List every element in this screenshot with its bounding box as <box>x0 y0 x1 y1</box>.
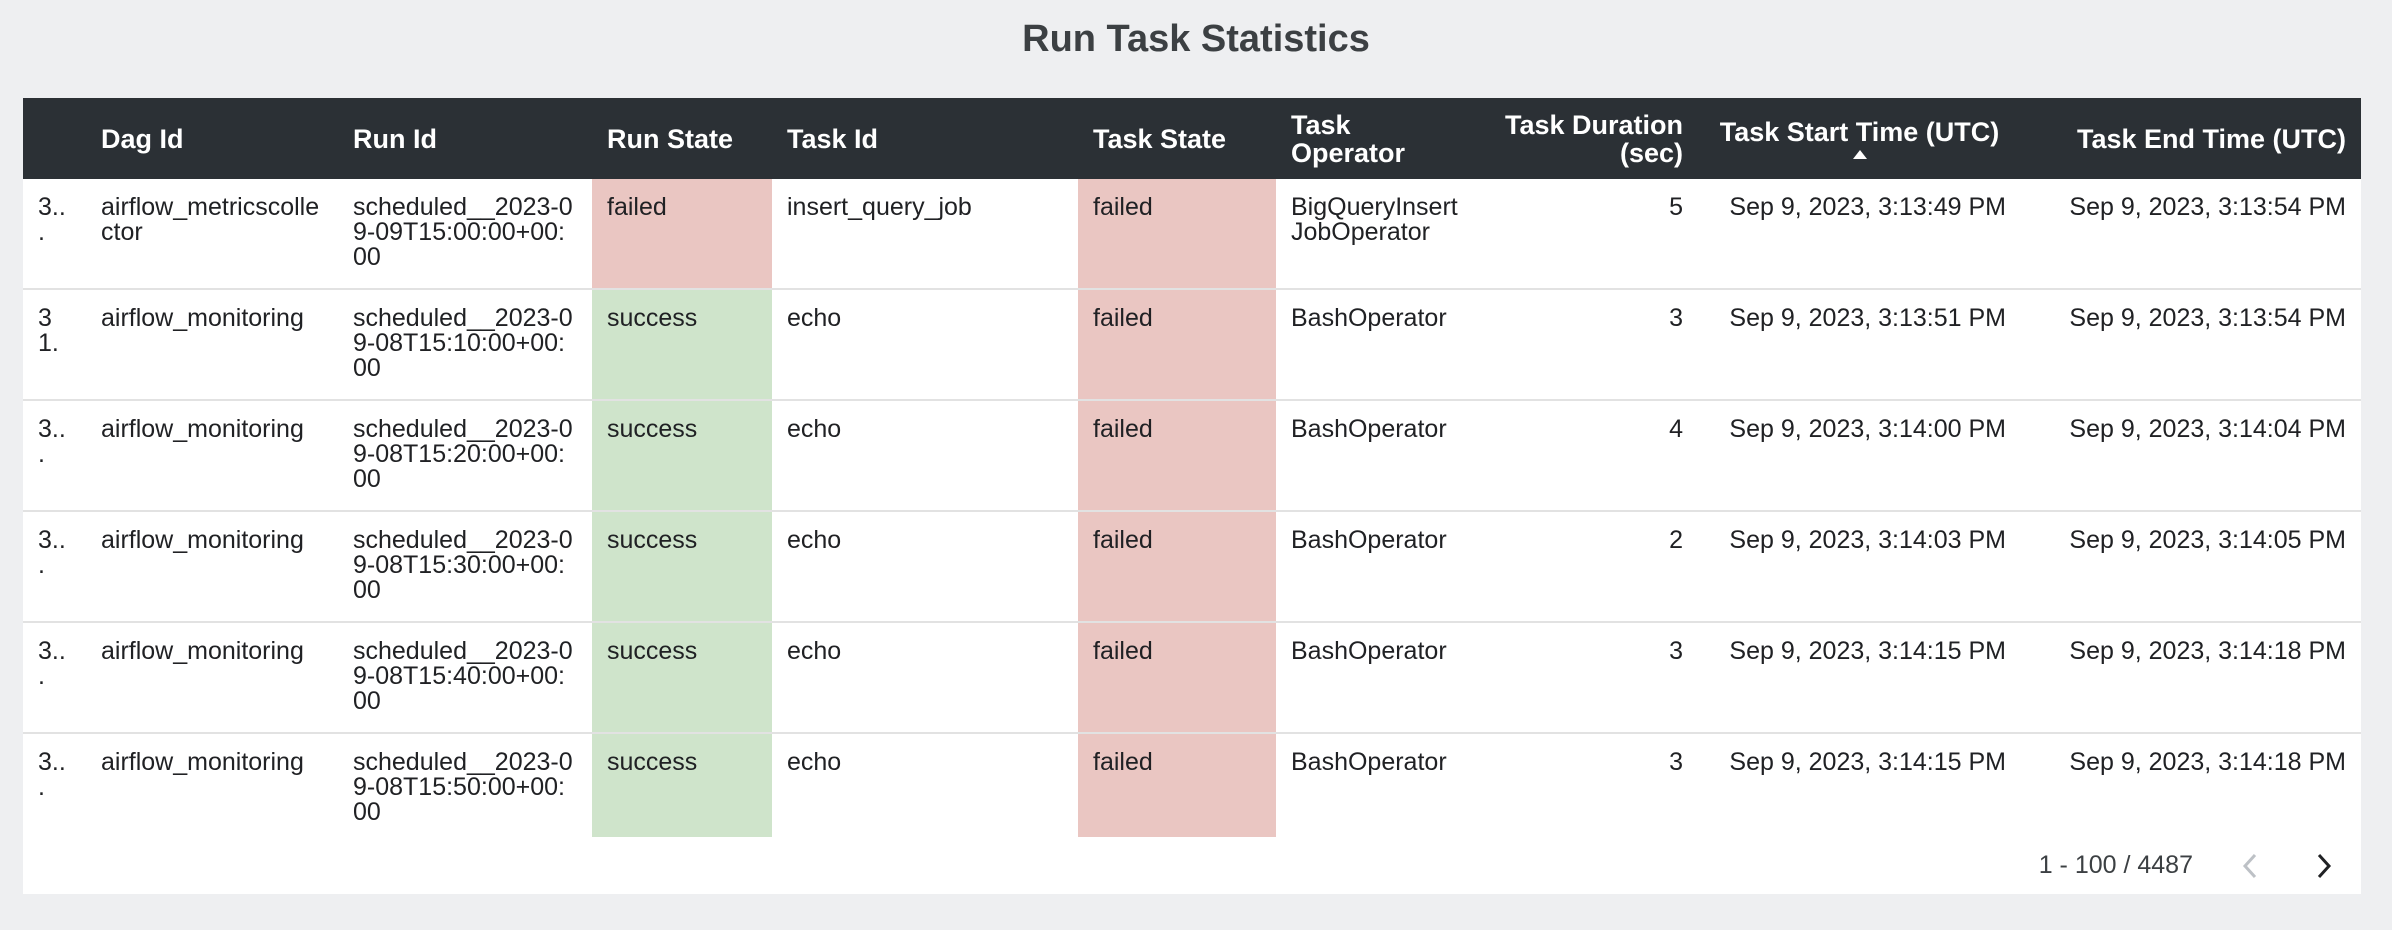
table-cell: Sep 9, 2023, 3:14:00 PM <box>1698 400 2021 512</box>
table-cell: Sep 9, 2023, 3:14:03 PM <box>1698 511 2021 623</box>
column-label: Run Id <box>353 123 437 154</box>
table-cell: echo <box>772 400 1078 512</box>
table-row: 3... airflow_monitoring scheduled__2023-09… <box>23 733 2361 837</box>
table-cell: Sep 9, 2023, 3:14:18 PM <box>2021 622 2361 734</box>
column-label: Task Duration (sec) <box>1504 109 1683 168</box>
table-cell: success <box>592 289 772 401</box>
table-cell: 3... <box>23 179 86 290</box>
table-cell: success <box>592 622 772 734</box>
table-cell: scheduled__2023-09-08T15:40:00+00:00 <box>338 622 592 734</box>
table-cell: failed <box>1078 733 1276 837</box>
table-cell: 3... <box>23 622 86 734</box>
column-label: Run State <box>607 123 734 154</box>
column-header[interactable]: Run State <box>592 98 772 179</box>
table-cell: success <box>592 511 772 623</box>
table-cell: 2 <box>1482 511 1698 623</box>
column-header[interactable]: Task Id <box>772 98 1078 179</box>
table-cell: Sep 9, 2023, 3:14:15 PM <box>1698 733 2021 837</box>
table-cell: failed <box>592 179 772 290</box>
table-scroll: Dag Id Run Id Run State Task Id Task State Ta… <box>23 98 2361 837</box>
table-cell: Sep 9, 2023, 3:13:54 PM <box>2021 179 2361 290</box>
table-cell: 4 <box>1482 400 1698 512</box>
column-header[interactable]: Run Id <box>338 98 592 179</box>
table-cell: 3... <box>23 511 86 623</box>
table-cell: Sep 9, 2023, 3:13:49 PM <box>1698 179 2021 290</box>
table-cell: insert_query_job <box>772 179 1078 290</box>
table-cell: airflow_monitoring <box>86 733 338 837</box>
column-header[interactable]: Task State <box>1078 98 1276 179</box>
table-cell: scheduled__2023-09-09T15:00:00+00:00 <box>338 179 592 290</box>
table-body: 3... airflow_metricscollector scheduled__2… <box>23 179 2361 837</box>
table-cell: scheduled__2023-09-08T15:10:00+00:00 <box>338 289 592 401</box>
table-cell: echo <box>772 289 1078 401</box>
table-cell: 3 <box>1482 289 1698 401</box>
table-cell: airflow_monitoring <box>86 511 338 623</box>
table-cell: echo <box>772 622 1078 734</box>
table-cell: 3 <box>1482 622 1698 734</box>
table-cell: airflow_monitoring <box>86 400 338 512</box>
table-cell: 3... <box>23 733 86 837</box>
table-cell: 3... <box>23 400 86 512</box>
table-cell: echo <box>772 733 1078 837</box>
column-header[interactable]: Task End Time (UTC) <box>2021 98 2361 179</box>
table-cell: 3 <box>1482 733 1698 837</box>
table-cell: BashOperator <box>1276 289 1482 401</box>
prev-page[interactable] <box>2213 837 2287 894</box>
column-header[interactable]: Task Duration (sec) <box>1482 98 1698 179</box>
pagination: 1 - 100 / 4487 <box>2039 837 2361 894</box>
table-cell: scheduled__2023-09-08T15:20:00+00:00 <box>338 400 592 512</box>
table-cell: Sep 9, 2023, 3:13:54 PM <box>2021 289 2361 401</box>
table-cell: airflow_metricscollector <box>86 179 338 290</box>
table-cell: failed <box>1078 622 1276 734</box>
stats-table: Dag Id Run Id Run State Task Id Task State Ta… <box>23 98 2361 837</box>
table-row: 31. airflow_monitoring scheduled__2023-09-… <box>23 289 2361 401</box>
column-label: Task Start Time (UTC) <box>1719 117 2000 147</box>
column-header[interactable] <box>23 98 86 179</box>
page-range: 1 - 100 / 4487 <box>2038 851 2193 879</box>
column-label: Dag Id <box>101 123 184 154</box>
table-cell: failed <box>1078 511 1276 623</box>
prev-icon <box>2242 853 2257 878</box>
column-header[interactable]: Task Start Time (UTC) <box>1698 98 2021 179</box>
table-row: 3... airflow_metricscollector scheduled__2… <box>23 179 2361 290</box>
table-cell: BashOperator <box>1276 733 1482 837</box>
column-label: Task Id <box>787 123 879 154</box>
table-cell: Sep 9, 2023, 3:14:15 PM <box>1698 622 2021 734</box>
table-card: Dag Id Run Id Run State Task Id Task State Ta… <box>23 98 2361 894</box>
table-cell: success <box>592 400 772 512</box>
next-page[interactable] <box>2287 837 2361 894</box>
next-icon <box>2317 853 2332 878</box>
column-label: Task State <box>1093 123 1227 154</box>
column-label: Task Operator <box>1291 109 1406 168</box>
table-row: 3... airflow_monitoring scheduled__2023-09… <box>23 622 2361 734</box>
title: Run Task Statistics <box>1022 18 1370 60</box>
table-cell: failed <box>1078 400 1276 512</box>
table-cell: BashOperator <box>1276 400 1482 512</box>
table-cell: scheduled__2023-09-08T15:30:00+00:00 <box>338 511 592 623</box>
header-row: Dag Id Run Id Run State Task Id Task State Ta… <box>23 98 2361 179</box>
table-cell: Sep 9, 2023, 3:14:05 PM <box>2021 511 2361 623</box>
table-cell: Sep 9, 2023, 3:13:51 PM <box>1698 289 2021 401</box>
column-label: Task End Time (UTC) <box>2076 123 2346 154</box>
table-cell: echo <box>772 511 1078 623</box>
table-row: 3... airflow_monitoring scheduled__2023-09… <box>23 511 2361 623</box>
sort-arrow <box>1852 150 1867 159</box>
column-header[interactable]: Dag Id <box>86 98 338 179</box>
table-cell: 31. <box>23 289 86 401</box>
table-cell: failed <box>1078 179 1276 290</box>
table-cell: success <box>592 733 772 837</box>
table-cell: BigQueryInsertJobOperator <box>1276 179 1482 290</box>
table-cell: airflow_monitoring <box>86 289 338 401</box>
table-cell: airflow_monitoring <box>86 622 338 734</box>
table-cell: BashOperator <box>1276 622 1482 734</box>
table-cell: failed <box>1078 289 1276 401</box>
table-cell: scheduled__2023-09-08T15:50:00+00:00 <box>338 733 592 837</box>
column-header[interactable]: Task Operator <box>1276 98 1482 179</box>
table-cell: Sep 9, 2023, 3:14:04 PM <box>2021 400 2361 512</box>
table-cell: Sep 9, 2023, 3:14:18 PM <box>2021 733 2361 837</box>
table-cell: BashOperator <box>1276 511 1482 623</box>
table-cell: 5 <box>1482 179 1698 290</box>
table-row: 3... airflow_monitoring scheduled__2023-09… <box>23 400 2361 512</box>
